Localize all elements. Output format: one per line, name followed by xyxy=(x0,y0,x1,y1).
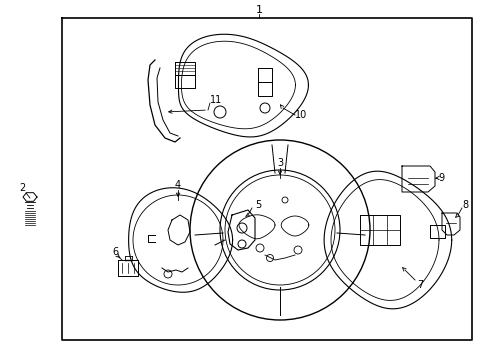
Text: 9: 9 xyxy=(438,173,444,183)
Text: 6: 6 xyxy=(112,247,118,257)
Text: 8: 8 xyxy=(462,200,468,210)
Text: 10: 10 xyxy=(295,110,307,120)
Text: 4: 4 xyxy=(175,180,181,190)
Text: 11: 11 xyxy=(210,95,222,105)
Text: 1: 1 xyxy=(255,5,263,15)
Text: 3: 3 xyxy=(277,158,283,168)
Text: 2: 2 xyxy=(19,183,25,193)
Text: 5: 5 xyxy=(255,200,261,210)
Text: 7: 7 xyxy=(417,280,423,290)
